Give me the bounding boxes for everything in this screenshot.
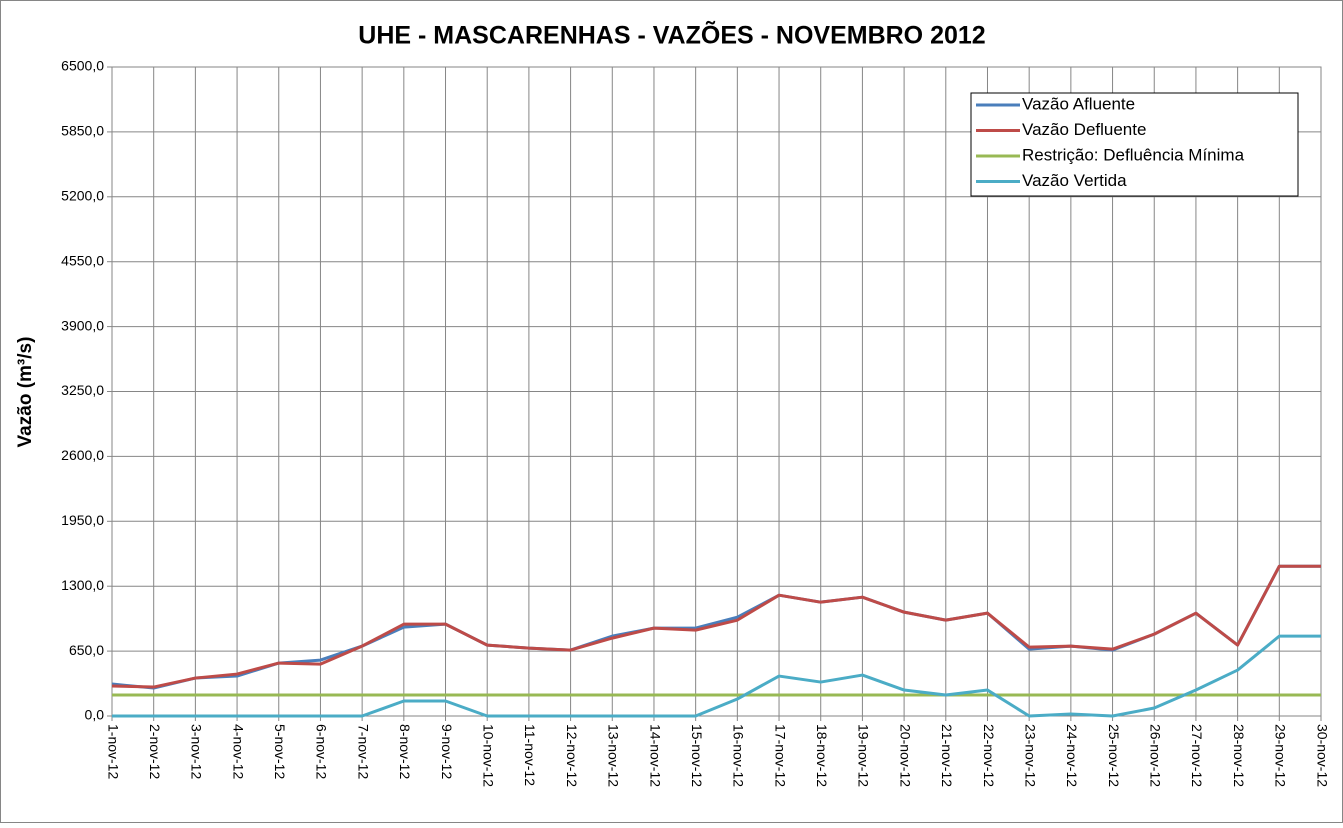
x-tick-label: 10-nov-12 [481,724,497,787]
x-tick-label: 1-nov-12 [105,724,121,779]
y-tick-label: 5200,0 [61,188,104,204]
legend-label: Restrição: Defluência Mínima [1022,145,1245,164]
x-tick-label: 28-nov-12 [1231,724,1247,787]
x-tick-label: 7-nov-12 [355,724,371,779]
x-tick-label: 16-nov-12 [731,724,747,787]
x-tick-label: 9-nov-12 [439,724,455,779]
y-tick-label: 4550,0 [61,252,104,268]
y-tick-label: 6500,0 [61,58,104,74]
x-tick-label: 13-nov-12 [606,724,622,787]
x-tick-label: 24-nov-12 [1064,724,1080,787]
x-tick-label: 14-nov-12 [647,724,663,787]
y-tick-label: 5850,0 [61,123,104,139]
x-tick-label: 25-nov-12 [1106,724,1122,787]
y-axis-title: Vazão (m³/s) [15,337,36,448]
y-tick-label: 3900,0 [61,317,104,333]
x-tick-label: 12-nov-12 [564,724,580,787]
x-tick-label: 8-nov-12 [397,724,413,779]
series-line [111,564,1321,689]
x-tick-label: 23-nov-12 [1022,724,1038,787]
chart-title: UHE - MASCARENHAS - VAZÕES - NOVEMBRO 20… [358,20,985,50]
y-tick-label: 650,0 [69,642,104,658]
legend-box [970,92,1299,197]
x-tick-label: 26-nov-12 [1148,724,1164,787]
x-tick-label: 22-nov-12 [981,724,997,787]
legend-label: Vazão Afluente [1022,94,1135,113]
plot-border [111,66,1322,717]
x-tick-label: 17-nov-12 [772,724,788,787]
x-tick-label: 4-nov-12 [230,724,246,779]
series-line [112,634,1321,718]
x-tick-label: 29-nov-12 [1273,724,1289,787]
x-tick-label: 27-nov-12 [1189,724,1205,787]
y-tick-label: 2600,0 [61,447,104,463]
legend-label: Vazão Defluente [1022,120,1146,139]
x-tick-label: 30-nov-12 [1314,724,1330,787]
x-tick-label: 6-nov-12 [314,724,330,779]
y-tick-label: 1300,0 [61,577,104,593]
x-tick-label: 21-nov-12 [939,724,955,787]
x-tick-label: 2-nov-12 [147,724,163,779]
y-tick-label: 3250,0 [61,382,104,398]
x-tick-label: 11-nov-12 [522,724,538,786]
x-tick-label: 20-nov-12 [897,724,913,787]
x-tick-label: 19-nov-12 [856,724,872,787]
x-tick-label: 5-nov-12 [272,724,288,779]
y-tick-label: 0,0 [85,707,105,723]
y-tick-label: 1950,0 [61,512,104,528]
x-tick-label: 15-nov-12 [689,724,705,787]
x-tick-label: 18-nov-12 [814,724,830,787]
x-tick-label: 3-nov-12 [189,724,205,779]
legend-label: Vazão Vertida [1022,171,1127,190]
